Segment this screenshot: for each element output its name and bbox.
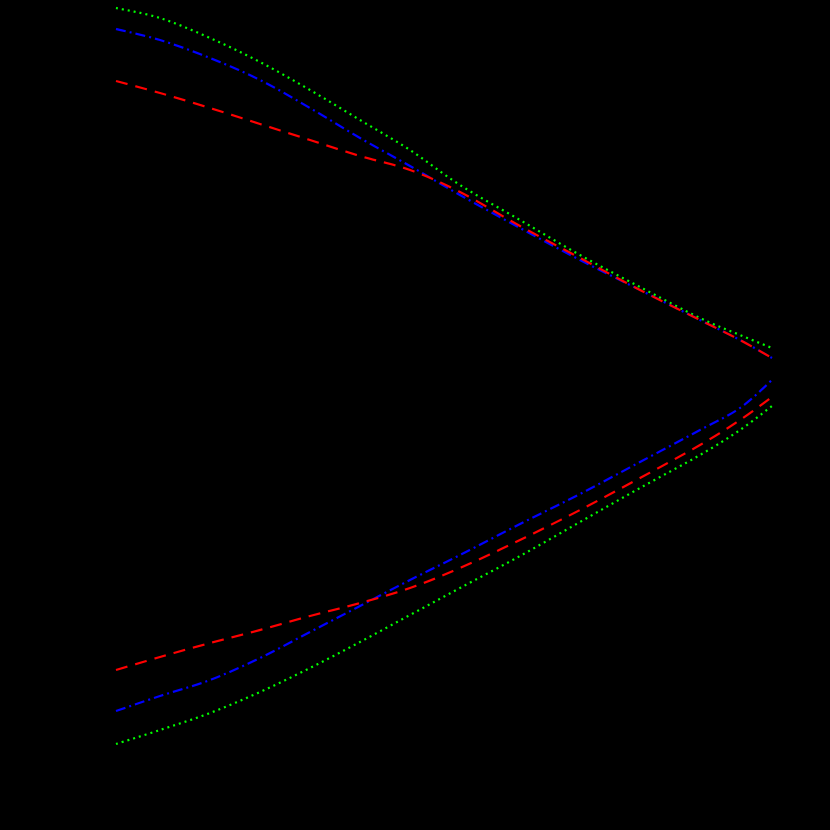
series-layer	[115, 6, 773, 746]
series-upper-red-dashed	[115, 79, 773, 359]
series-lower-blue-dashdot	[115, 379, 773, 713]
series-lower-green-dotted	[115, 405, 773, 746]
series-upper-green-dotted	[115, 6, 773, 350]
series-lower-red-dashed	[115, 396, 773, 672]
